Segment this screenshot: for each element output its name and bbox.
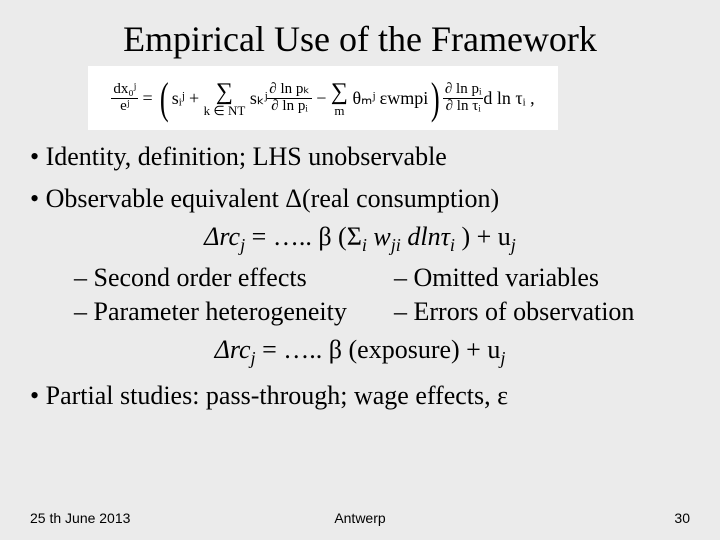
lhs-den: eʲ — [111, 99, 138, 115]
lparen: ( — [160, 73, 169, 124]
term-si: sᵢʲ — [172, 88, 185, 109]
t2-den: ∂ ln pᵢ — [267, 99, 311, 115]
eq1-usub: j — [511, 235, 516, 255]
bullet-list: • Identity, definition; LHS unobservable… — [30, 140, 690, 413]
rhs-tail: d ln τᵢ , — [483, 88, 534, 109]
sub-2b: – Errors of observation — [394, 295, 634, 329]
lhs-fraction: dx₀ʲ eʲ — [111, 82, 138, 115]
eq1-lhs: Δrc — [204, 222, 240, 251]
sum2: ∑ m — [331, 80, 348, 117]
bullet-2-text: Observable equivalent Δ(real consumption… — [46, 184, 500, 213]
eq2-lhs: Δrc — [215, 335, 251, 364]
lhs-num: dx₀ʲ — [111, 82, 138, 99]
eq1-tail: ) + u — [455, 222, 511, 251]
subrow-1: – Second order effects – Omitted variabl… — [74, 261, 690, 295]
eq2-usub: j — [500, 348, 505, 368]
slide: Empirical Use of the Framework dx₀ʲ eʲ =… — [0, 0, 720, 540]
subrow-2: – Parameter heterogeneity – Errors of ob… — [74, 295, 690, 329]
eq1-w: w — [367, 222, 391, 251]
bullet-1: • Identity, definition; LHS unobservable — [30, 140, 690, 174]
term2-frac: ∂ ln pₖ ∂ ln pᵢ — [267, 82, 311, 115]
rparen: ) — [431, 73, 440, 124]
rhs-den: ∂ ln τᵢ — [443, 99, 484, 115]
equation-image: dx₀ʲ eʲ = ( sᵢʲ + ∑ k ∈ NT sₖʲ ∂ ln pₖ ∂… — [88, 66, 558, 130]
eq1-mid: = ….. β (Σ — [245, 222, 362, 251]
bullet-2: • Observable equivalent Δ(real consumpti… — [30, 182, 690, 216]
term-sk: sₖʲ — [250, 88, 267, 109]
rhs-num: ∂ ln pᵢ — [443, 82, 484, 99]
bullet-3: • Partial studies: pass-through; wage ef… — [30, 379, 690, 413]
sum2-sub: m — [334, 103, 344, 118]
sub-1a: – Second order effects — [74, 261, 394, 295]
sum1: ∑ k ∈ NT — [204, 80, 246, 117]
eq1-dln: dlnτ — [401, 222, 450, 251]
sub-1b: – Omitted variables — [394, 261, 599, 295]
rhs-frac: ∂ ln pᵢ ∂ ln τᵢ — [443, 82, 484, 115]
equation-line-1: Δrcj = ….. β (Σi wji dlnτi ) + uj — [30, 220, 690, 258]
equation-line-2: Δrcj = ….. β (exposure) + uj — [30, 333, 690, 371]
footer-location: Antwerp — [30, 510, 690, 526]
sum1-sub: k ∈ NT — [204, 103, 246, 118]
eq2-mid: = ….. β (exposure) + u — [256, 335, 501, 364]
sub-2a: – Parameter heterogeneity — [74, 295, 394, 329]
eq1-wsub: ji — [391, 235, 401, 255]
footer: 25 th June 2013 Antwerp 30 — [30, 510, 690, 526]
slide-title: Empirical Use of the Framework — [30, 18, 690, 60]
term-theta: θₘʲ εwmpi — [353, 88, 429, 109]
bullet-1-text: Identity, definition; LHS unobservable — [46, 142, 447, 171]
bullet-3-text: Partial studies: pass-through; wage effe… — [46, 381, 508, 410]
t2-num: ∂ ln pₖ — [267, 82, 311, 99]
